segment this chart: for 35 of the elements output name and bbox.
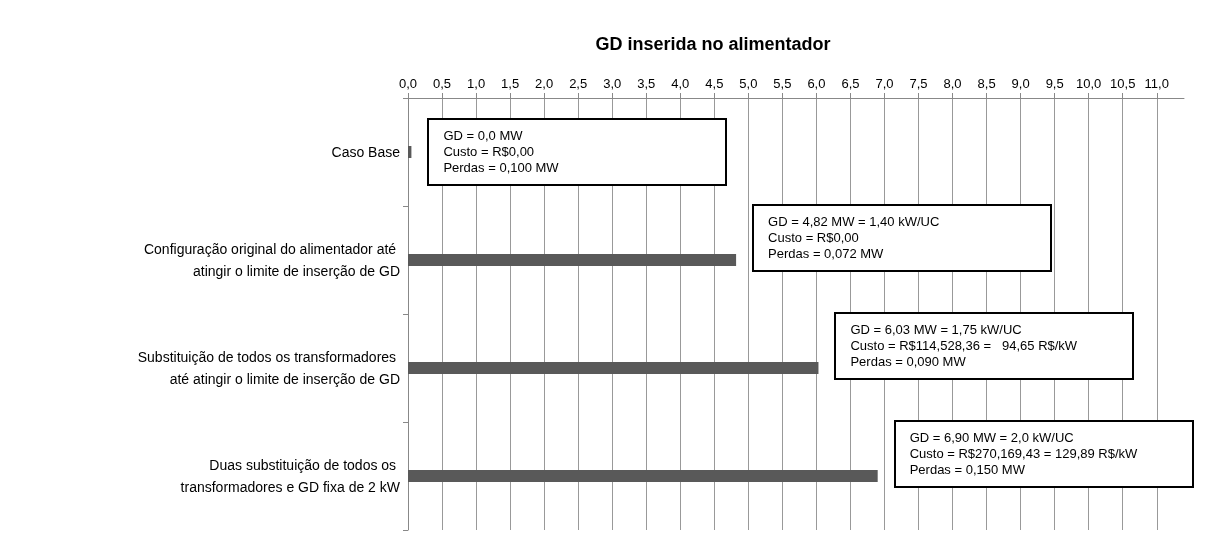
- callout-box: GD = 4,82 MW = 1,40 kW/UC Custo = R$0,00 Perdas = 0,072 MW: [752, 204, 1053, 272]
- callout-box: GD = 6,03 MW = 1,75 kW/UC Custo = R$114,528,36 = 94,65 R$/kW Perdas = 0,090 MW: [834, 312, 1135, 380]
- x-tick-label: 10,5: [1110, 76, 1136, 91]
- x-tick-label: 8,0: [943, 76, 962, 91]
- bar: [408, 362, 819, 374]
- x-tick-label: 9,0: [1011, 76, 1030, 91]
- x-tick-label: 7,5: [909, 76, 928, 91]
- x-tick-label: 8,5: [977, 76, 996, 91]
- x-tick-label: 4,0: [671, 76, 690, 91]
- x-tick-label: 1,0: [467, 76, 486, 91]
- x-tick-label: 2,5: [569, 76, 588, 91]
- x-tick-label: 4,5: [705, 76, 724, 91]
- bar: [408, 254, 737, 266]
- chart-title: GD inserida no alimentador: [595, 34, 831, 54]
- x-tick-label: 0,0: [398, 76, 418, 91]
- x-tick-label: 6,0: [807, 76, 826, 91]
- x-tick-label: 7,0: [875, 76, 894, 91]
- x-tick-label: 3,0: [603, 76, 622, 91]
- x-tick-label: 2,0: [535, 76, 554, 91]
- x-tick-label: 5,5: [773, 76, 792, 91]
- x-tick-label: 3,5: [637, 76, 656, 91]
- x-tick-label: 5,0: [739, 76, 758, 91]
- bar: [408, 470, 878, 482]
- x-tick-label: 11,0: [1144, 76, 1169, 91]
- x-tick-label: 9,5: [1045, 76, 1064, 91]
- y-tick-label: Caso Base: [331, 144, 401, 160]
- y-tick-label: Configuração original do alimentador até atingir o limite de inserção de GD: [143, 241, 400, 279]
- x-tick-label: 6,5: [841, 76, 860, 91]
- x-tick-label: 10,0: [1076, 76, 1102, 91]
- callout-box: GD = 0,0 MW Custo = R$0,00 Perdas = 0,100 MW: [427, 118, 728, 186]
- callout-box: GD = 6,90 MW = 2,0 kW/UC Custo = R$270,169,43 = 129,89 R$/kW Perdas = 0,150 MW: [893, 420, 1194, 488]
- y-tick-label: Duas substituição de todos os transformadores e GD fixa de 2 kW: [180, 457, 401, 495]
- x-tick-label: 0,5: [433, 76, 452, 91]
- y-tick-label: Substituição de todos os transformadores até atingir o limite de inserção de GD: [137, 349, 400, 387]
- x-tick-label: 1,5: [501, 76, 520, 91]
